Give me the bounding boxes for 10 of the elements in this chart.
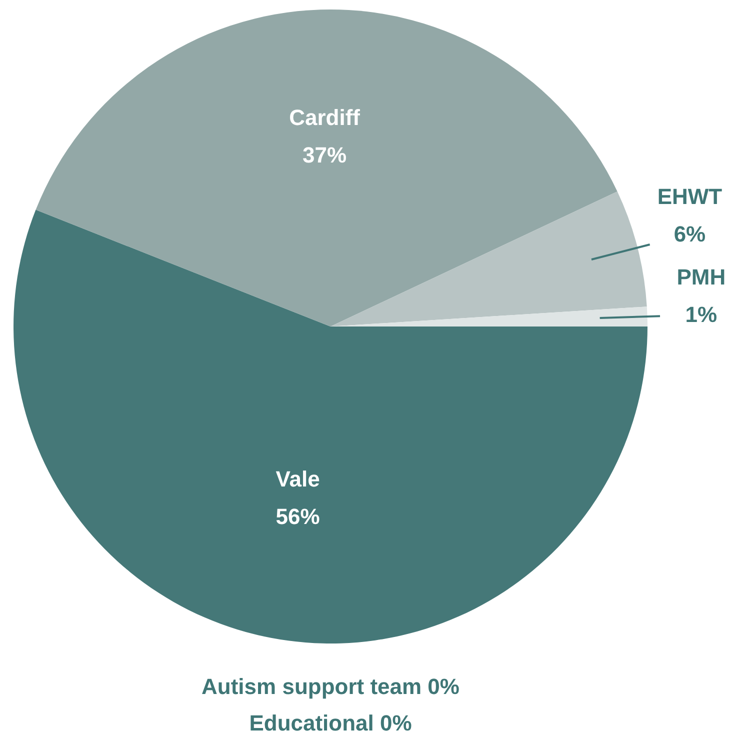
slice-label: PMH: [676, 264, 726, 290]
category-label: Educational 0%: [249, 710, 412, 736]
category-label: Autism support team 0%: [202, 674, 460, 700]
slice-label: Cardiff: [289, 105, 361, 130]
slice-label: Vale: [276, 466, 320, 492]
data-label: 6%: [674, 221, 706, 246]
data-label: 1%: [685, 302, 718, 328]
data-label: 37%: [302, 142, 347, 168]
data-label: 56%: [276, 504, 320, 530]
slice-label: EHWT: [657, 184, 723, 209]
